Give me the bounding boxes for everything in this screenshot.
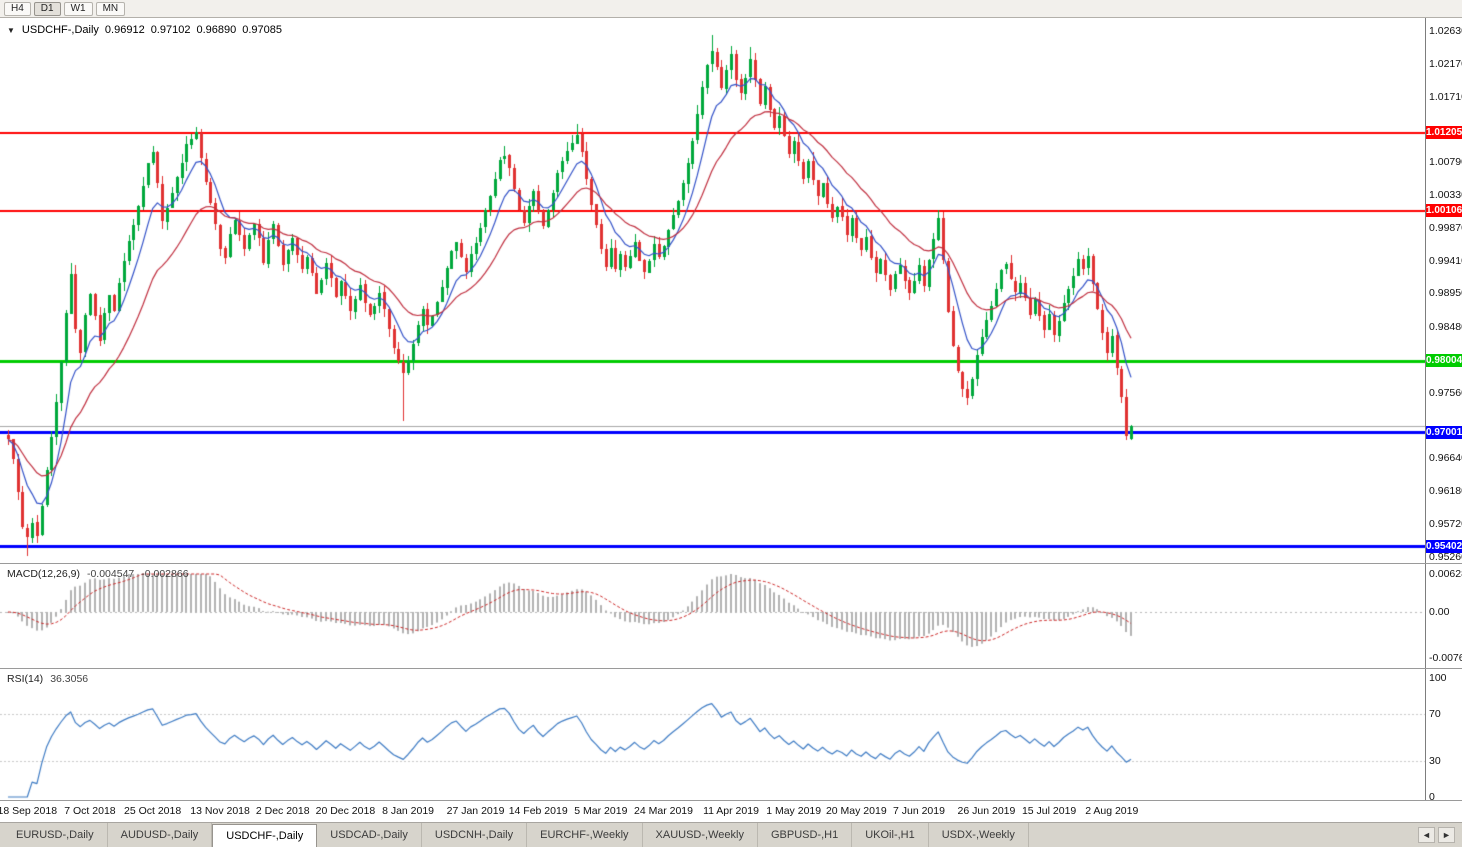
- time-axis-label: 24 Mar 2019: [634, 805, 693, 817]
- macd-panel: MACD(12,26,9) -0.004547 -0.002866 0.0062…: [0, 564, 1462, 668]
- time-axis-label: 5 Mar 2019: [574, 805, 628, 817]
- chart-tab-usdcad-daily[interactable]: USDCAD-,Daily: [317, 823, 422, 847]
- rsi-axis-label: 0: [1429, 791, 1435, 803]
- panel-divider[interactable]: [0, 800, 1462, 801]
- time-axis-label: 20 Dec 2018: [315, 805, 376, 817]
- macd-axis-label: 0.006286: [1429, 568, 1462, 580]
- price-axis-label: 1.02630: [1429, 25, 1462, 37]
- time-axis-label: 11 Apr 2019: [703, 805, 759, 817]
- time-axis[interactable]: 18 Sep 2018 7 Oct 2018 25 Oct 2018 13 Nov 2…: [0, 801, 1425, 822]
- time-axis-label: 14 Feb 2019: [508, 805, 568, 817]
- timeframe-button-w1[interactable]: W1: [63, 1, 93, 16]
- level-price-box: 0.95402: [1426, 539, 1462, 553]
- price-chart-panel: ▼ USDCHF-,Daily 0.96912 0.97102 0.96890 …: [0, 18, 1462, 563]
- chart-tab-usdcnh-daily[interactable]: USDCNH-,Daily: [422, 823, 528, 847]
- level-price-box: 1.01205: [1426, 126, 1462, 140]
- chart-tab-gbpusd-h1[interactable]: GBPUSD-,H1: [758, 823, 853, 847]
- time-axis-label: 2 Aug 2019: [1085, 805, 1139, 817]
- chart-tab-audusd-daily[interactable]: AUDUSD-,Daily: [108, 823, 213, 847]
- chart-tab-eurusd-daily[interactable]: EURUSD-,Daily: [3, 823, 108, 847]
- chart-header: ▼ USDCHF-,Daily 0.96912 0.97102 0.96890 …: [7, 24, 282, 36]
- time-axis-label: 18 Sep 2018: [0, 805, 58, 817]
- level-price-box: 0.97001: [1426, 425, 1462, 439]
- timeframe-button-d1[interactable]: D1: [33, 1, 61, 16]
- timeframe-toolbar: H4 D1 W1 MN: [0, 0, 1462, 18]
- chart-tabs: EURUSD-,Daily AUDUSD-,Daily USDCHF-,Daily U…: [0, 823, 1411, 847]
- chart-menu-icon[interactable]: ▼: [7, 25, 15, 35]
- panel-divider[interactable]: [0, 563, 1462, 564]
- time-axis-label: 8 Jan 2019: [382, 805, 435, 817]
- ohlc-high: 0.97102: [150, 24, 191, 36]
- chart-tab-xauusd-weekly[interactable]: XAUUSD-,Weekly: [643, 823, 758, 847]
- time-axis-label: 7 Oct 2018: [64, 805, 116, 817]
- macd-label: MACD(12,26,9): [7, 568, 80, 580]
- time-axis-label: 27 Jan 2019: [446, 805, 505, 817]
- ohlc-open: 0.96912: [104, 24, 145, 36]
- price-axis-label: 1.00790: [1429, 156, 1462, 169]
- rsi-axis-label: 70: [1429, 707, 1441, 720]
- timeframe-button-h4[interactable]: H4: [4, 1, 31, 16]
- time-axis-label: 20 May 2019: [825, 805, 887, 817]
- rsi-label-row: RSI(14) 36.3056: [7, 673, 88, 685]
- chart-tabs-bar: EURUSD-,Daily AUDUSD-,Daily USDCHF-,Daily U…: [0, 822, 1462, 847]
- rsi-label: RSI(14): [7, 673, 44, 685]
- timeframe-button-group: H4 D1 W1 MN: [4, 1, 126, 16]
- macd-axis[interactable]: 0.006286 0.00 -0.00762: [1425, 564, 1462, 668]
- time-axis-label: 13 Nov 2018: [190, 805, 250, 817]
- ohlc-close: 0.97085: [242, 24, 282, 36]
- macd-axis-label: 0.00: [1429, 605, 1450, 618]
- time-axis-label: 26 Jun 2019: [957, 805, 1016, 817]
- macd-axis-label: -0.00762: [1429, 652, 1462, 664]
- price-axis-label: 1.02170: [1429, 57, 1462, 70]
- tab-scroll-left-icon[interactable]: ◄: [1418, 827, 1435, 843]
- tab-scroll-right-icon[interactable]: ►: [1438, 827, 1455, 843]
- chart-tab-usdchf-daily[interactable]: USDCHF-,Daily: [212, 824, 318, 847]
- rsi-axis[interactable]: 100 70 30 0: [1425, 669, 1462, 803]
- tab-scroll-controls: ◄ ►: [1411, 823, 1462, 847]
- macd-main-value: -0.004547: [86, 568, 135, 580]
- time-axis-label: 1 May 2019: [766, 805, 822, 817]
- level-price-box: 1.00106: [1426, 204, 1462, 218]
- time-axis-label: 15 Jul 2019: [1021, 805, 1077, 817]
- time-axis-label: 7 Jun 2019: [892, 805, 945, 817]
- time-axis-label: 2 Dec 2018: [255, 805, 310, 817]
- time-axis-label: 25 Oct 2018: [123, 805, 182, 817]
- chart-tab-ukoil-h1[interactable]: UKOil-,H1: [852, 823, 929, 847]
- level-price-box: 0.98004: [1426, 354, 1462, 368]
- rsi-axis-label: 100: [1429, 672, 1447, 684]
- chart-tab-eurchf-weekly[interactable]: EURCHF-,Weekly: [527, 823, 643, 847]
- rsi-value: 36.3056: [50, 673, 89, 685]
- rsi-panel: RSI(14) 36.3056 100 70 30 0: [0, 669, 1462, 803]
- price-axis-label: 0.95260: [1429, 550, 1462, 563]
- macd-label-row: MACD(12,26,9) -0.004547 -0.002866: [7, 568, 189, 580]
- rsi-axis-label: 30: [1429, 755, 1441, 768]
- rsi-canvas[interactable]: [0, 669, 1425, 800]
- chart-tab-usdx-weekly[interactable]: USDX-,Weekly: [929, 823, 1029, 847]
- ohlc-low: 0.96890: [196, 24, 237, 36]
- price-canvas[interactable]: [0, 18, 1425, 563]
- timeframe-button-mn[interactable]: MN: [95, 1, 126, 16]
- panel-divider[interactable]: [0, 668, 1462, 669]
- chart-workspace: ▼ USDCHF-,Daily 0.96912 0.97102 0.96890 …: [0, 18, 1462, 822]
- macd-signal-value: -0.002866: [141, 568, 189, 580]
- macd-canvas[interactable]: [0, 564, 1425, 668]
- price-axis-label: 1.01710: [1429, 90, 1462, 103]
- chart-symbol-period: USDCHF-,Daily: [21, 24, 99, 36]
